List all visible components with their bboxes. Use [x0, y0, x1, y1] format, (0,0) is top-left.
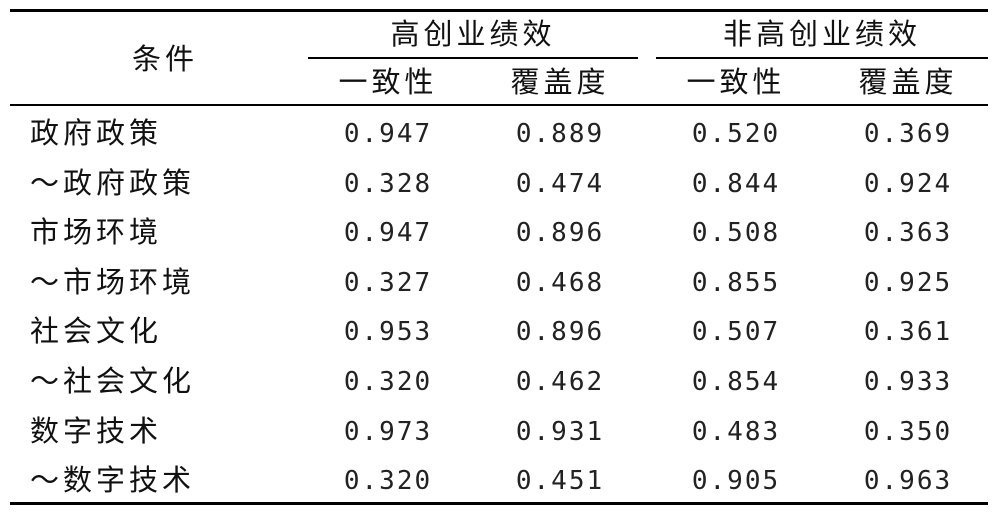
row-label: 市场环境: [30, 215, 163, 249]
top-rule: [10, 9, 988, 12]
table-cell: 0.947: [343, 218, 433, 248]
table-cell: 0.854: [691, 367, 781, 397]
group-nonhigh-underline: [656, 57, 988, 59]
group-high-underline: [308, 57, 638, 59]
bottom-rule: [10, 502, 988, 505]
table-cell: 0.320: [343, 367, 433, 397]
nonhigh-consistency-header: 一致性: [686, 65, 786, 99]
row-label: ～社会文化: [30, 364, 196, 398]
table-cell: 0.933: [863, 367, 953, 397]
table-cell: 0.328: [343, 169, 433, 199]
results-table: 条件 高创业绩效 非高创业绩效 一致性 覆盖度 一致性 覆盖度 政府政策 0.94…: [10, 0, 988, 512]
table-cell: 0.361: [863, 317, 953, 347]
nonhigh-coverage-header: 覆盖度: [858, 65, 958, 99]
table-cell: 0.905: [691, 466, 781, 496]
table-cell: 0.520: [691, 119, 781, 149]
table-cell: 0.451: [515, 466, 605, 496]
table-cell: 0.925: [863, 268, 953, 298]
table-cell: 0.363: [863, 218, 953, 248]
table-cell: 0.508: [691, 218, 781, 248]
header-rule: [10, 104, 988, 106]
row-label: ～政府政策: [30, 166, 196, 200]
table-cell: 0.953: [343, 317, 433, 347]
table-cell: 0.947: [343, 119, 433, 149]
table-cell: 0.474: [515, 169, 605, 199]
table-cell: 0.889: [515, 119, 605, 149]
high-consistency-header: 一致性: [338, 65, 438, 99]
table-cell: 0.896: [515, 218, 605, 248]
condition-header: 条件: [131, 42, 198, 76]
table-cell: 0.855: [691, 268, 781, 298]
table-cell: 0.896: [515, 317, 605, 347]
table-cell: 0.844: [691, 169, 781, 199]
table-cell: 0.931: [515, 417, 605, 447]
high-coverage-header: 覆盖度: [510, 65, 610, 99]
table-cell: 0.507: [691, 317, 781, 347]
group-nonhigh-header: 非高创业绩效: [722, 17, 921, 51]
table-cell: 0.350: [863, 417, 953, 447]
table-cell: 0.973: [343, 417, 433, 447]
table-cell: 0.327: [343, 268, 433, 298]
row-label: ～市场环境: [30, 265, 196, 299]
table-cell: 0.320: [343, 466, 433, 496]
row-label: 社会文化: [30, 314, 163, 348]
table-cell: 0.462: [515, 367, 605, 397]
table-cell: 0.963: [863, 466, 953, 496]
table-cell: 0.369: [863, 119, 953, 149]
row-label: ～数字技术: [30, 463, 196, 497]
table-cell: 0.468: [515, 268, 605, 298]
table-cell: 0.483: [691, 417, 781, 447]
row-label: 政府政策: [30, 116, 163, 150]
table-cell: 0.924: [863, 169, 953, 199]
group-high-header: 高创业绩效: [390, 17, 556, 51]
row-label: 数字技术: [30, 414, 163, 448]
